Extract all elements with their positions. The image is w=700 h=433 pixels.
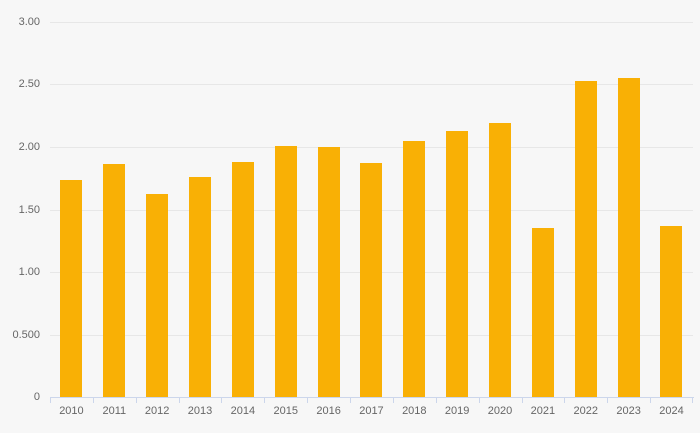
bar-category: [393, 22, 436, 397]
bar-category: [179, 22, 222, 397]
bar-category: [650, 22, 693, 397]
x-axis-tick: [50, 398, 51, 403]
x-axis-label: 2011: [102, 405, 127, 417]
bar-2024[interactable]: [660, 226, 683, 397]
bar-2020[interactable]: [489, 123, 512, 397]
x-axis-label: 2020: [487, 405, 513, 417]
x-axis-tick: [350, 398, 351, 403]
bar-2016[interactable]: [317, 147, 340, 397]
x-axis-tick: [93, 398, 94, 403]
x-axis-label: 2018: [402, 405, 427, 417]
bar-2013[interactable]: [189, 177, 211, 397]
x-axis-label: 2013: [187, 405, 213, 417]
y-axis-tick-label: 0.500: [12, 329, 40, 341]
y-axis-tick-label: 2.00: [18, 141, 40, 153]
x-axis-tick: [221, 398, 222, 403]
bar-2014[interactable]: [231, 162, 254, 397]
x-axis-label: 2015: [273, 405, 298, 417]
bar-category: [221, 22, 264, 397]
bar-category: [136, 22, 179, 397]
bar-2022[interactable]: [574, 81, 597, 397]
x-axis-tick: [650, 398, 651, 403]
bar-category: [350, 22, 393, 397]
bar-2015[interactable]: [274, 146, 297, 397]
bar-category: [307, 22, 350, 397]
x-axis-tick: [607, 398, 608, 403]
x-axis-tick: [436, 398, 437, 403]
bar-category: [93, 22, 136, 397]
bar-2012[interactable]: [146, 194, 169, 397]
bar-2018[interactable]: [403, 141, 426, 397]
bar-2010[interactable]: [60, 180, 83, 397]
x-axis-tick: [522, 398, 523, 403]
bar-category: [564, 22, 607, 397]
x-axis-tick: [692, 398, 693, 403]
bar-category: [50, 22, 93, 397]
y-axis-tick-label: 1.50: [18, 204, 40, 216]
x-axis-tick: [136, 398, 137, 403]
x-axis-tick: [393, 398, 394, 403]
x-axis-labels: 2010 2011 2012 2013 2014 2015 2016 2017 2018 2019…: [50, 404, 693, 418]
x-axis-tick: [307, 398, 308, 403]
bar-2021[interactable]: [531, 228, 554, 397]
bar-category: [607, 22, 650, 397]
x-axis-label: 2014: [230, 405, 256, 417]
y-axis-tick-label: 2.50: [18, 78, 40, 90]
bar-2023[interactable]: [617, 78, 640, 397]
x-axis-label: 2012: [144, 405, 170, 417]
x-axis-label: 2017: [359, 405, 384, 417]
y-axis-tick-label: 3.00: [18, 16, 40, 28]
x-axis-label: 2021: [530, 405, 556, 417]
x-axis-tick: [564, 398, 565, 403]
x-axis-label: 2023: [616, 405, 641, 417]
x-axis-tick: [179, 398, 180, 403]
x-axis-label: 2022: [573, 405, 598, 417]
bar-2019[interactable]: [446, 131, 469, 397]
bar-category: [521, 22, 564, 397]
x-axis-line: [50, 397, 694, 404]
x-axis-tick: [479, 398, 480, 403]
bar-2017[interactable]: [360, 163, 383, 397]
plot-area: [50, 22, 693, 397]
bar-category: [436, 22, 479, 397]
x-axis-label: 2016: [316, 405, 341, 417]
y-axis-tick-label: 1.00: [18, 266, 40, 278]
x-axis-label: 2024: [659, 405, 684, 417]
bar-category: [479, 22, 522, 397]
y-axis-tick-label: 0: [33, 391, 40, 403]
x-axis-tick: [264, 398, 265, 403]
bar-category: [264, 22, 307, 397]
x-axis-label: 2010: [59, 405, 84, 417]
x-axis-label: 2019: [444, 405, 470, 417]
bar-2011[interactable]: [103, 164, 126, 397]
bar-series: [50, 22, 693, 397]
